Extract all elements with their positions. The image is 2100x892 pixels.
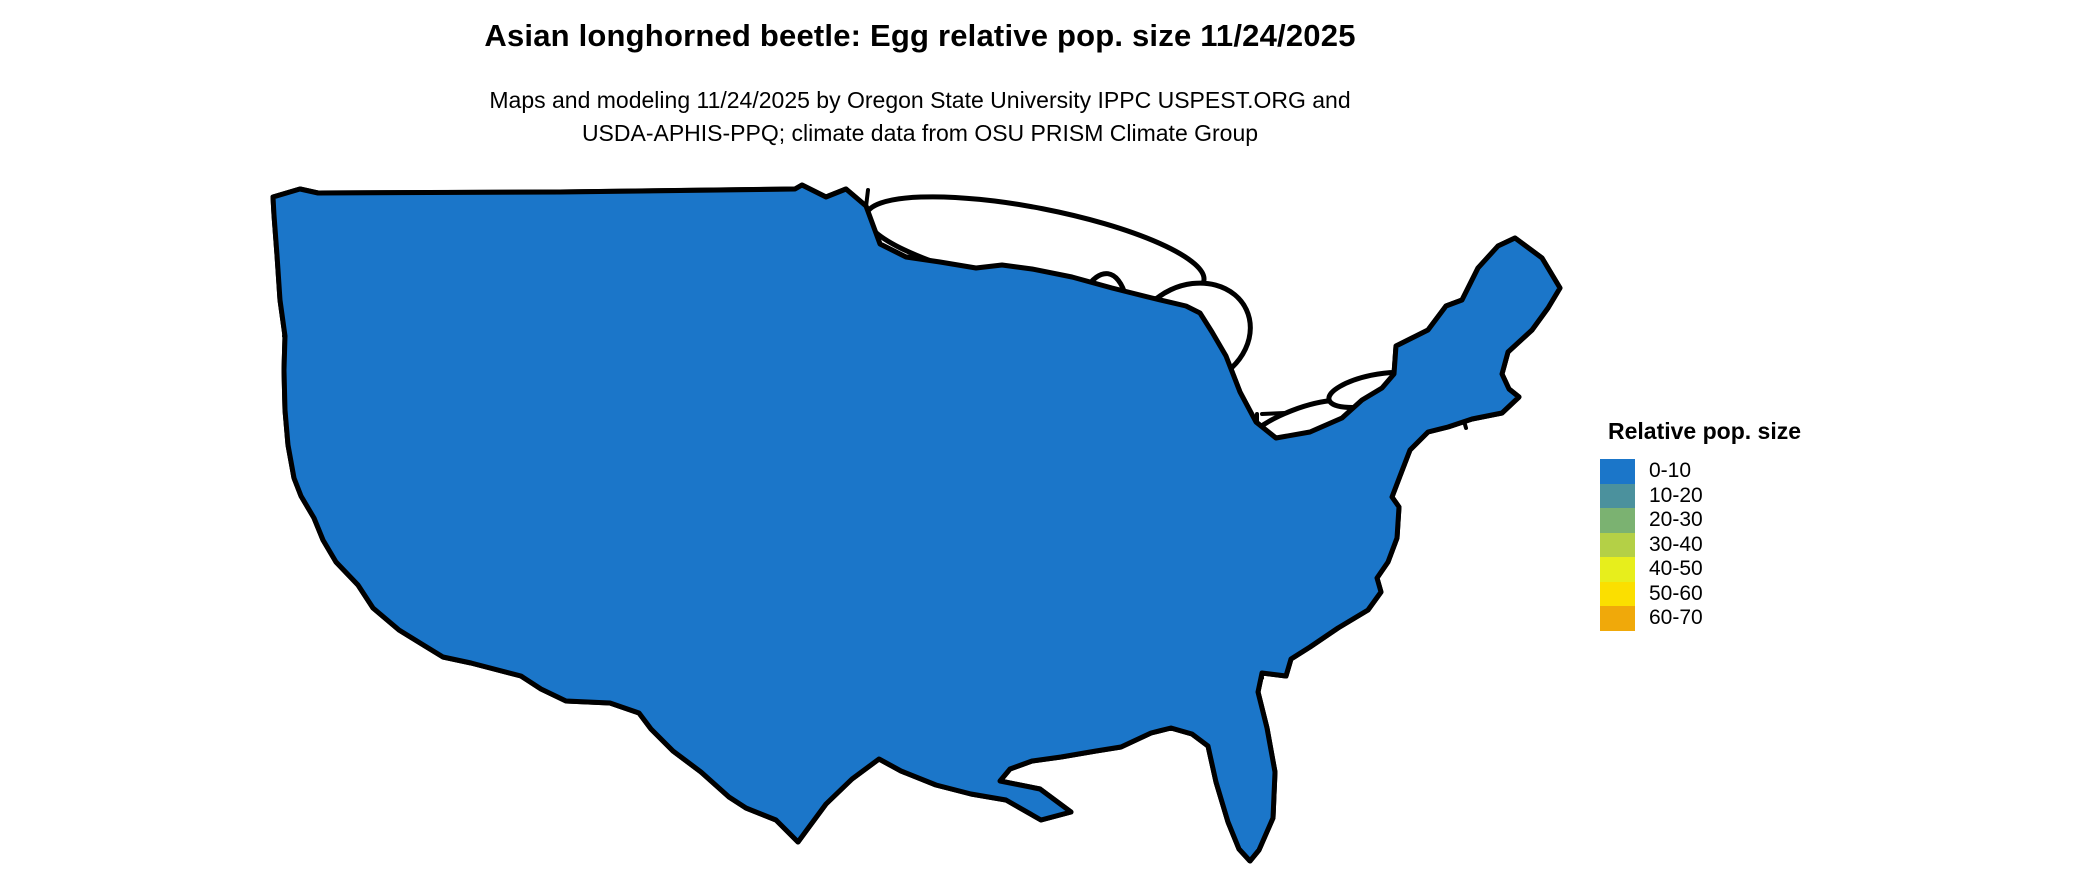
figure-subtitle: Maps and modeling 11/24/2025 by Oregon S…: [0, 84, 1840, 150]
legend-rows: 0-10 10-20 20-30 30-40 40-50 50-60 60-70: [1600, 459, 1900, 631]
map-legend: Relative pop. size 0-10 10-20 20-30 30-40 40…: [1600, 418, 1900, 631]
legend-label: 50-60: [1649, 581, 1703, 605]
legend-label: 60-70: [1649, 606, 1703, 630]
legend-row: 40-50: [1600, 557, 1900, 582]
legend-swatch: [1600, 606, 1635, 631]
legend-swatch: [1600, 459, 1635, 484]
legend-row: 10-20: [1600, 483, 1900, 508]
conus-outline: [273, 185, 1560, 861]
legend-row: 50-60: [1600, 581, 1900, 606]
legend-row: 20-30: [1600, 508, 1900, 533]
legend-swatch: [1600, 532, 1635, 557]
legend-row: 30-40: [1600, 532, 1900, 557]
legend-row: 60-70: [1600, 606, 1900, 631]
subtitle-line-2: USDA-APHIS-PPQ; climate data from OSU PR…: [581, 120, 1259, 146]
legend-swatch: [1600, 557, 1635, 582]
figure-title: Asian longhorned beetle: Egg relative po…: [484, 18, 1356, 53]
legend-swatch: [1600, 581, 1635, 606]
legend-swatch: [1600, 483, 1635, 508]
legend-title: Relative pop. size: [1608, 418, 1802, 444]
legend-label: 40-50: [1649, 557, 1703, 581]
subtitle-line-1: Maps and modeling 11/24/2025 by Oregon S…: [489, 87, 1351, 113]
legend-label: 20-30: [1649, 508, 1703, 532]
legend-swatch: [1600, 508, 1635, 533]
legend-row: 0-10: [1600, 459, 1900, 484]
legend-label: 0-10: [1649, 459, 1692, 483]
legend-label: 10-20: [1649, 483, 1703, 507]
legend-label: 30-40: [1649, 532, 1703, 556]
